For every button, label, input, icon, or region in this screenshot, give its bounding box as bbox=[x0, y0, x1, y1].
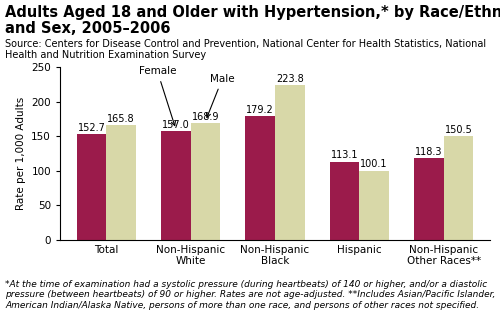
Text: 118.3: 118.3 bbox=[415, 147, 442, 157]
Text: 223.8: 223.8 bbox=[276, 74, 303, 84]
Bar bbox=[360, 171, 389, 240]
Text: 100.1: 100.1 bbox=[360, 159, 388, 169]
Text: Adults Aged 18 and Older with Hypertension,* by Race/Ethnicity: Adults Aged 18 and Older with Hypertensi… bbox=[5, 5, 500, 20]
Bar bbox=[275, 85, 304, 240]
Y-axis label: Rate per 1,000 Adults: Rate per 1,000 Adults bbox=[16, 97, 26, 210]
Text: Source: Centers for Disease Control and Prevention, National Center for Health S: Source: Centers for Disease Control and … bbox=[5, 39, 486, 49]
Text: Male: Male bbox=[206, 74, 234, 117]
Bar bbox=[414, 158, 444, 240]
Bar bbox=[330, 162, 360, 240]
Bar bbox=[77, 134, 106, 240]
Text: 165.8: 165.8 bbox=[108, 114, 135, 124]
Text: 113.1: 113.1 bbox=[331, 150, 358, 160]
Text: and Sex, 2005–2006: and Sex, 2005–2006 bbox=[5, 21, 170, 36]
Text: 150.5: 150.5 bbox=[444, 124, 472, 135]
Text: Health and Nutrition Examination Survey: Health and Nutrition Examination Survey bbox=[5, 50, 206, 60]
Text: *At the time of examination had a systolic pressure (during heartbeats) of 140 o: *At the time of examination had a systol… bbox=[5, 280, 496, 310]
Bar bbox=[190, 123, 220, 240]
Text: 179.2: 179.2 bbox=[246, 105, 274, 115]
Text: 168.9: 168.9 bbox=[192, 112, 219, 122]
Bar bbox=[161, 132, 190, 240]
Text: Female: Female bbox=[138, 66, 176, 125]
Bar bbox=[246, 116, 275, 240]
Text: 152.7: 152.7 bbox=[78, 123, 106, 133]
Text: 157.0: 157.0 bbox=[162, 120, 190, 130]
Bar bbox=[106, 125, 136, 240]
Bar bbox=[444, 136, 473, 240]
